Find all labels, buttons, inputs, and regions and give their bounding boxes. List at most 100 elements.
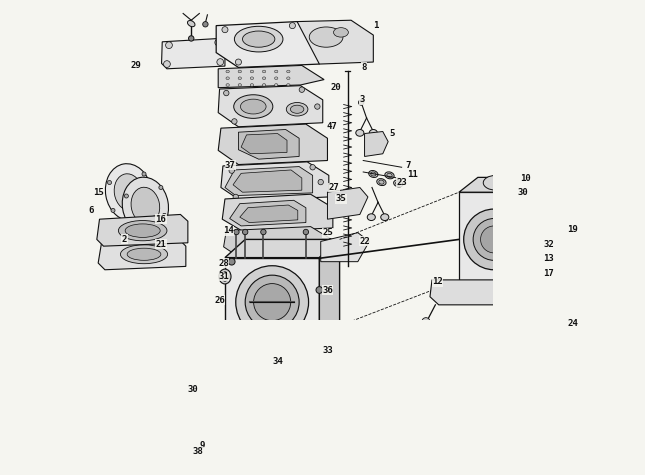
Ellipse shape	[226, 77, 230, 80]
Polygon shape	[230, 200, 306, 226]
Polygon shape	[223, 194, 333, 232]
Ellipse shape	[233, 360, 239, 365]
Text: 30: 30	[518, 188, 528, 197]
Ellipse shape	[422, 318, 430, 326]
Ellipse shape	[232, 119, 237, 124]
Polygon shape	[225, 239, 340, 257]
Ellipse shape	[263, 77, 266, 80]
Ellipse shape	[296, 382, 303, 389]
Text: 36: 36	[322, 285, 333, 294]
Text: 29: 29	[130, 61, 141, 70]
Ellipse shape	[556, 216, 572, 249]
Text: 22: 22	[360, 237, 371, 246]
Text: 19: 19	[567, 225, 578, 234]
Ellipse shape	[381, 214, 389, 220]
Ellipse shape	[269, 382, 275, 389]
Ellipse shape	[119, 220, 167, 241]
Text: 1: 1	[373, 21, 379, 30]
Ellipse shape	[238, 77, 241, 80]
Ellipse shape	[233, 194, 239, 199]
Ellipse shape	[315, 104, 320, 109]
Ellipse shape	[164, 61, 170, 67]
Ellipse shape	[551, 208, 577, 258]
Polygon shape	[225, 167, 313, 196]
Text: 13: 13	[543, 254, 554, 263]
Ellipse shape	[233, 229, 239, 235]
Ellipse shape	[539, 252, 547, 259]
Ellipse shape	[111, 209, 115, 212]
Polygon shape	[321, 233, 370, 262]
Ellipse shape	[393, 180, 403, 187]
Ellipse shape	[290, 105, 304, 114]
Ellipse shape	[222, 272, 228, 281]
Ellipse shape	[491, 320, 498, 327]
Polygon shape	[218, 86, 322, 127]
Ellipse shape	[263, 70, 266, 73]
Ellipse shape	[379, 180, 384, 184]
Ellipse shape	[250, 77, 253, 80]
Ellipse shape	[142, 172, 146, 176]
Ellipse shape	[219, 269, 231, 284]
Polygon shape	[226, 386, 284, 405]
Text: 7: 7	[405, 161, 410, 170]
Ellipse shape	[481, 226, 508, 253]
Ellipse shape	[303, 360, 308, 365]
Ellipse shape	[275, 70, 278, 73]
Ellipse shape	[114, 174, 143, 210]
Text: 26: 26	[214, 295, 225, 304]
Ellipse shape	[290, 23, 295, 28]
Polygon shape	[241, 133, 287, 154]
Ellipse shape	[242, 382, 248, 389]
Ellipse shape	[356, 130, 364, 136]
Polygon shape	[218, 124, 328, 164]
Text: 27: 27	[329, 183, 339, 192]
Ellipse shape	[286, 103, 308, 116]
Ellipse shape	[155, 233, 160, 239]
Ellipse shape	[228, 341, 235, 347]
Ellipse shape	[131, 187, 160, 224]
Ellipse shape	[333, 28, 348, 37]
Text: 11: 11	[407, 170, 418, 179]
Ellipse shape	[286, 84, 290, 86]
Ellipse shape	[263, 84, 266, 86]
Ellipse shape	[370, 130, 377, 136]
Polygon shape	[459, 192, 533, 286]
Text: 38: 38	[193, 447, 203, 456]
Ellipse shape	[318, 180, 323, 185]
Text: 37: 37	[225, 161, 235, 170]
Text: 23: 23	[396, 178, 407, 187]
Ellipse shape	[371, 172, 376, 176]
Polygon shape	[430, 280, 522, 305]
Ellipse shape	[539, 266, 547, 273]
Polygon shape	[319, 239, 340, 344]
Ellipse shape	[309, 27, 343, 47]
Ellipse shape	[123, 177, 168, 234]
Ellipse shape	[238, 70, 241, 73]
Text: 3: 3	[360, 95, 365, 104]
Text: 15: 15	[93, 188, 103, 197]
Text: 20: 20	[331, 83, 342, 92]
Ellipse shape	[235, 266, 308, 339]
Ellipse shape	[299, 87, 304, 93]
Text: 34: 34	[272, 357, 283, 366]
Polygon shape	[225, 344, 333, 368]
Text: 47: 47	[326, 122, 337, 131]
Ellipse shape	[105, 164, 152, 221]
Ellipse shape	[235, 59, 241, 65]
Polygon shape	[161, 38, 225, 69]
Ellipse shape	[286, 77, 290, 80]
Ellipse shape	[261, 229, 266, 235]
Polygon shape	[224, 227, 333, 260]
Text: 6: 6	[88, 206, 94, 215]
Text: 9: 9	[199, 441, 204, 450]
Polygon shape	[239, 130, 299, 159]
Ellipse shape	[159, 185, 163, 190]
Ellipse shape	[226, 70, 230, 73]
Text: 25: 25	[322, 228, 333, 237]
Polygon shape	[297, 20, 373, 64]
Ellipse shape	[224, 90, 229, 96]
Ellipse shape	[226, 84, 230, 86]
Text: 24: 24	[568, 319, 579, 328]
Text: 14: 14	[223, 226, 233, 235]
Polygon shape	[328, 188, 368, 219]
